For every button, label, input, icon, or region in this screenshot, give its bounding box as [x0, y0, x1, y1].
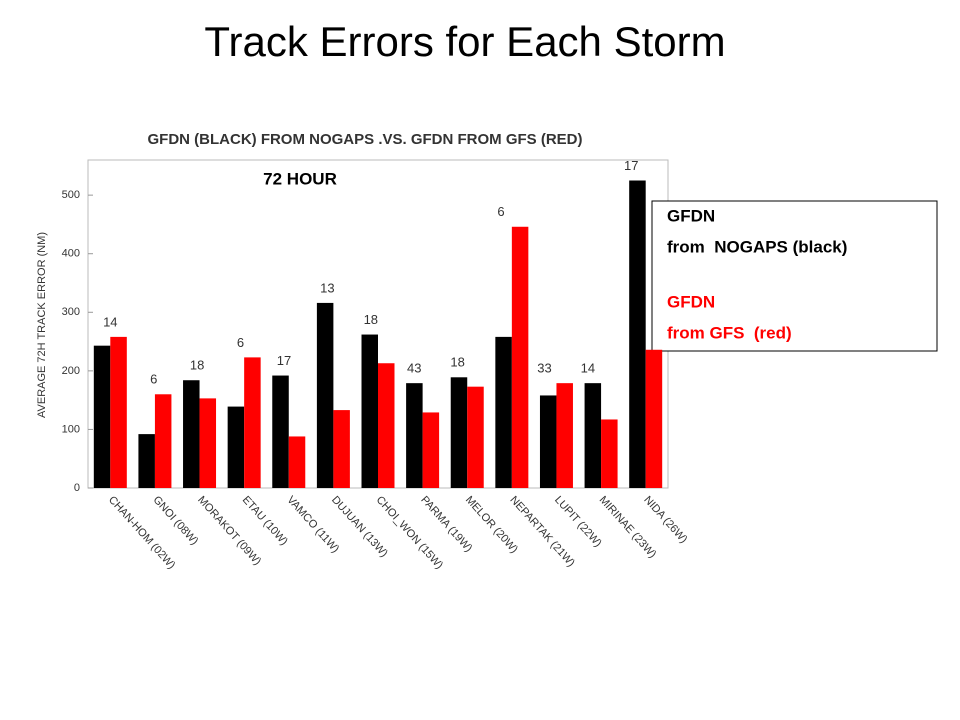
bar	[450, 377, 468, 488]
bar	[183, 380, 200, 488]
bar	[511, 226, 529, 488]
bar	[93, 345, 111, 488]
bar	[645, 349, 663, 488]
annotation: 72 HOUR	[263, 169, 337, 188]
x-tick-label: ETAU (10W)	[240, 494, 290, 548]
bar	[467, 386, 484, 488]
bar	[556, 383, 573, 488]
y-axis-label: AVERAGE 72H TRACK ERROR (NM)	[36, 232, 48, 418]
x-tick-label: NIDA (26W)	[641, 494, 689, 546]
bar	[422, 412, 440, 488]
bar	[378, 363, 395, 488]
legend-box	[651, 200, 938, 352]
y-tick-label: 500	[62, 189, 80, 201]
count-label: 6	[150, 372, 157, 387]
count-label: 18	[364, 312, 378, 327]
bar	[406, 383, 423, 488]
bar	[199, 398, 217, 488]
x-tick-label: GNOI (08W)	[151, 494, 201, 547]
bar	[110, 336, 127, 488]
y-tick-label: 100	[62, 423, 80, 435]
bar	[244, 357, 261, 488]
bar	[539, 395, 557, 488]
bar	[495, 336, 512, 488]
legend-entry: from GFS (red)	[667, 323, 792, 342]
y-tick-label: 0	[74, 482, 80, 494]
bar	[629, 180, 646, 488]
count-label: 43	[407, 361, 421, 376]
y-tick-label: 200	[62, 365, 80, 377]
legend-entry: from NOGAPS (black)	[667, 237, 847, 256]
count-label: 18	[450, 355, 464, 370]
bar	[272, 375, 289, 488]
bar	[333, 410, 350, 488]
bar	[288, 436, 306, 488]
bar	[584, 383, 602, 488]
legend-group: GFDN	[667, 206, 715, 225]
count-label: 13	[320, 280, 334, 295]
bar	[138, 434, 155, 488]
y-tick-label: 400	[62, 248, 80, 260]
count-label: 18	[190, 358, 204, 373]
bar	[154, 394, 172, 488]
count-label: 17	[277, 353, 291, 368]
page-title: Track Errors for Each Storm	[204, 18, 725, 65]
count-label: 6	[497, 204, 504, 219]
bar	[601, 419, 618, 488]
count-label: 14	[103, 314, 117, 329]
bar	[361, 334, 378, 488]
legend-group: GFDN	[667, 292, 715, 311]
count-label: 6	[237, 335, 244, 350]
count-label: 14	[581, 361, 595, 376]
bar	[316, 302, 334, 488]
count-label: 33	[537, 361, 551, 376]
count-label: 17	[624, 158, 638, 173]
bar	[227, 406, 245, 488]
chart-title: GFDN (BLACK) FROM NOGAPS .VS. GFDN FROM …	[148, 131, 583, 148]
y-tick-label: 300	[62, 306, 80, 318]
